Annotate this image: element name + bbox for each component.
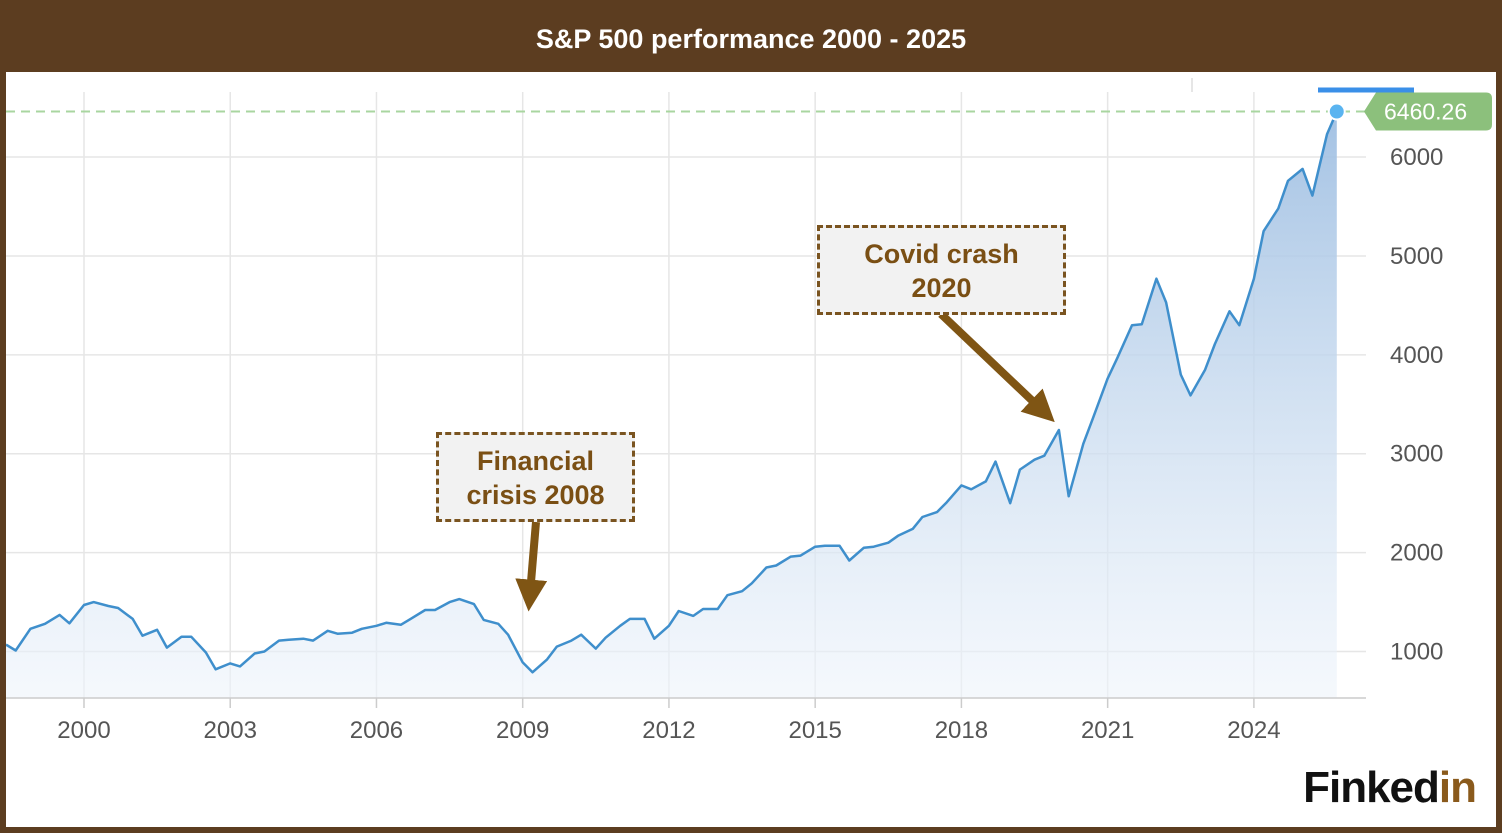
x-tick-label-2015: 2015	[788, 717, 841, 744]
last-value-text: 6460.26	[1384, 99, 1467, 125]
y-axis-ticks: 1000 2000 3000 4000 5000 6000	[1390, 144, 1443, 665]
y-tick-label-6000: 6000	[1390, 144, 1443, 171]
brand-logo: Finkedin	[1303, 763, 1477, 813]
brand-logo-part2: in	[1438, 763, 1477, 812]
arrow-financial-crisis	[515, 521, 548, 612]
x-tick-label-2012: 2012	[642, 717, 695, 744]
brand-logo-part1: Finked	[1303, 763, 1440, 812]
annotation-financial-crisis-line2: crisis 2008	[466, 480, 605, 510]
x-tick-label-2003: 2003	[204, 717, 257, 744]
x-tick-label-2006: 2006	[350, 717, 403, 744]
x-tick-label-2000: 2000	[57, 717, 110, 744]
x-tick-label-2024: 2024	[1227, 717, 1280, 744]
last-value-label: 6460.26	[1364, 92, 1492, 131]
last-value-marker[interactable]	[1327, 102, 1346, 121]
x-tick-label-2021: 2021	[1081, 717, 1134, 744]
chart-panel: 2000 2003 2006 2009 2012 2015 2018 2021 2024 100…	[6, 72, 1496, 827]
annotation-covid-crash-line2: 2020	[911, 273, 972, 303]
y-tick-label-2000: 2000	[1390, 540, 1443, 567]
y-tick-label-4000: 4000	[1390, 342, 1443, 369]
annotation-covid-crash-line1: Covid crash	[864, 239, 1019, 269]
x-tick-label-2009: 2009	[496, 717, 549, 744]
y-tick-label-5000: 5000	[1390, 243, 1443, 270]
y-tick-label-3000: 3000	[1390, 441, 1443, 468]
arrow-covid-crash	[938, 311, 1055, 423]
x-axis-ticks: 2000 2003 2006 2009 2012 2015 2018 2021 2024	[57, 698, 1281, 744]
chart-title: S&P 500 performance 2000 - 2025	[535, 24, 967, 54]
series-area	[6, 111, 1337, 699]
x-tick-label-2018: 2018	[935, 717, 988, 744]
annotation-covid-crash: Covid crash 2020	[817, 225, 1066, 315]
chart-svg: 2000 2003 2006 2009 2012 2015 2018 2021 2024 100…	[6, 78, 1492, 744]
last-value-badge	[1364, 92, 1492, 131]
series-line	[6, 111, 1338, 674]
y-tick-label-1000: 1000	[1390, 639, 1443, 666]
annotation-financial-crisis: Financial crisis 2008	[436, 432, 635, 522]
annotation-financial-crisis-line1: Financial	[476, 446, 595, 476]
